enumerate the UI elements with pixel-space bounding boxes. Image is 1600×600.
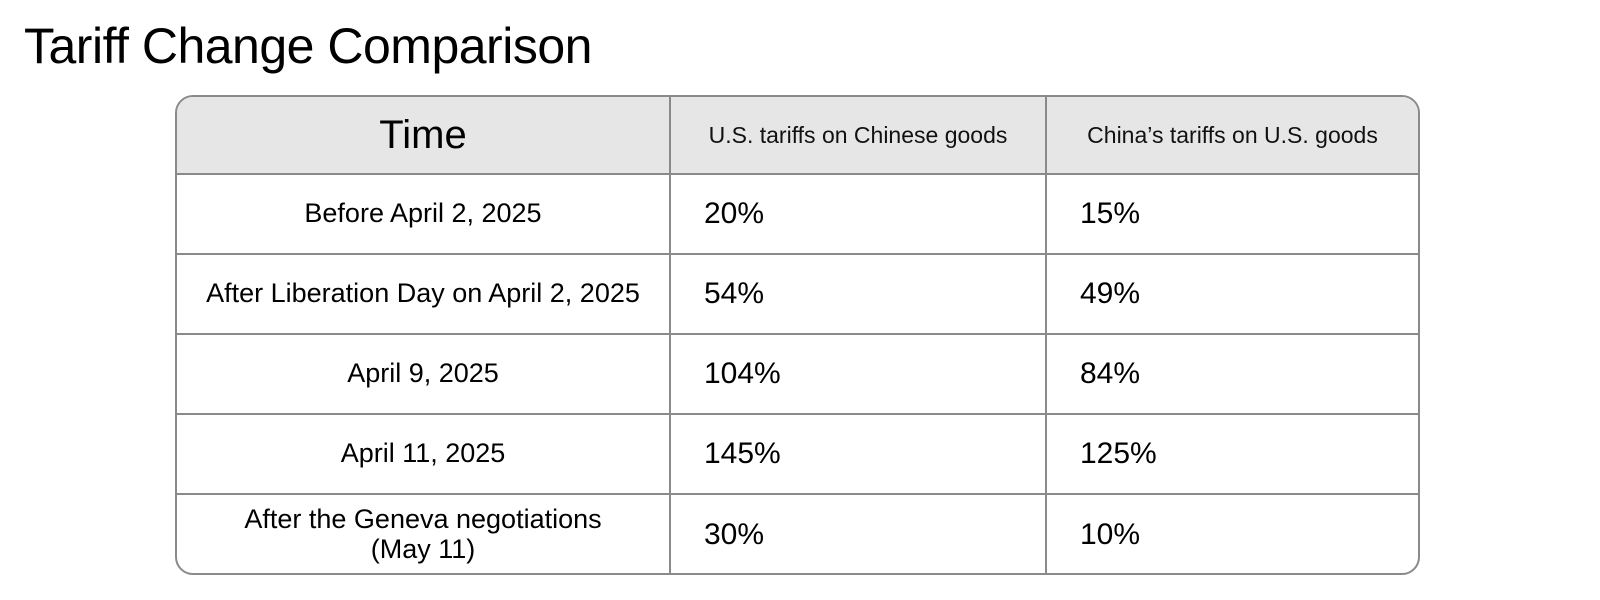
time-label: Before April 2, 2025: [304, 198, 542, 229]
table-row: After Liberation Day on April 2, 2025 54…: [177, 254, 1418, 335]
table-row: April 11, 2025 145% 125%: [177, 414, 1418, 495]
tariff-table: Time U.S. tariffs on Chinese goods China…: [175, 95, 1420, 575]
us-tariff-cell: 30%: [670, 494, 1047, 573]
time-cell: After Liberation Day on April 2, 2025: [177, 254, 671, 335]
table-row: After the Geneva negotiations (May 11) 3…: [177, 494, 1418, 573]
time-label: April 11, 2025: [340, 438, 506, 469]
table-body: Before April 2, 2025 20% 15% After Liber…: [177, 174, 1418, 573]
header-row: Time U.S. tariffs on Chinese goods China…: [177, 97, 1418, 175]
time-cell: April 11, 2025: [177, 414, 671, 495]
table-header: Time U.S. tariffs on Chinese goods China…: [177, 97, 1418, 175]
china-tariff-cell: 49%: [1046, 254, 1418, 335]
table-row: Before April 2, 2025 20% 15%: [177, 174, 1418, 255]
page-title: Tariff Change Comparison: [24, 18, 592, 74]
table-row: April 9, 2025 104% 84%: [177, 334, 1418, 415]
us-tariff-cell: 104%: [670, 334, 1047, 415]
header-us-tariffs: U.S. tariffs on Chinese goods: [670, 97, 1047, 175]
us-tariff-cell: 54%: [670, 254, 1047, 335]
time-label: After Liberation Day on April 2, 2025: [206, 278, 640, 309]
china-tariff-cell: 15%: [1046, 174, 1418, 255]
china-tariff-cell: 125%: [1046, 414, 1418, 495]
time-cell: April 9, 2025: [177, 334, 671, 415]
tariff-comparison-table: Time U.S. tariffs on Chinese goods China…: [177, 97, 1418, 573]
time-cell: After the Geneva negotiations (May 11): [177, 494, 671, 573]
time-cell: Before April 2, 2025: [177, 174, 671, 255]
time-label: April 9, 2025: [347, 358, 499, 389]
us-tariff-cell: 20%: [670, 174, 1047, 255]
time-label: After the Geneva negotiations: [244, 503, 602, 534]
header-china-tariffs: China’s tariffs on U.S. goods: [1046, 97, 1418, 175]
header-time: Time: [177, 97, 671, 175]
china-tariff-cell: 84%: [1046, 334, 1418, 415]
us-tariff-cell: 145%: [670, 414, 1047, 495]
china-tariff-cell: 10%: [1080, 517, 1141, 551]
time-label-line2: (May 11): [370, 533, 476, 564]
